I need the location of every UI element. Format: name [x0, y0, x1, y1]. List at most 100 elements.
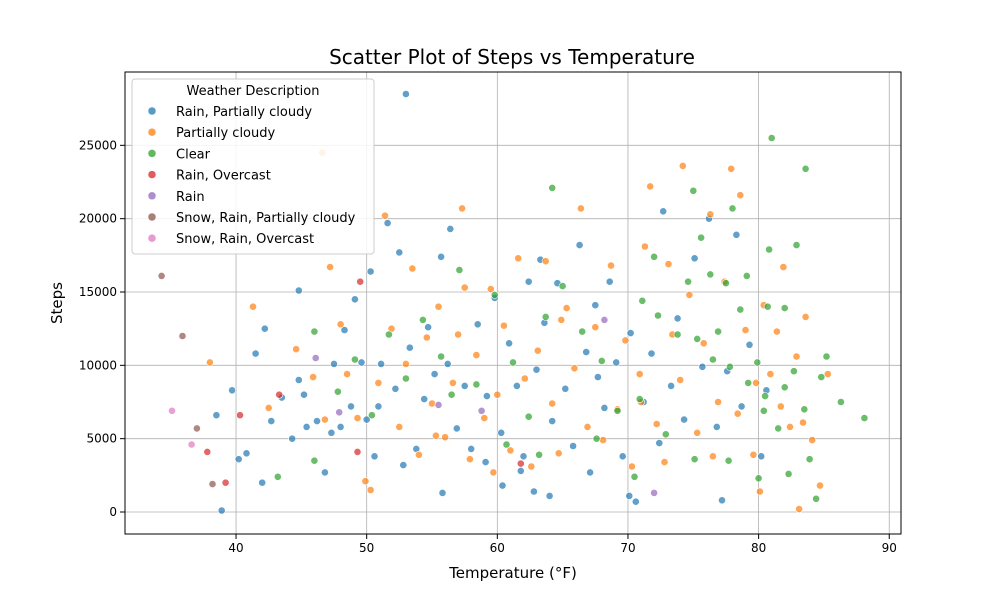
data-point	[465, 455, 474, 464]
data-point	[460, 381, 469, 390]
data-point	[652, 420, 661, 428]
data-point	[330, 359, 338, 368]
data-point	[366, 267, 375, 276]
data-point	[577, 204, 585, 213]
data-point	[689, 186, 698, 195]
data-point	[350, 355, 359, 364]
data-point	[801, 164, 810, 173]
x-tick-label: 60	[490, 541, 505, 555]
data-point	[817, 373, 826, 381]
data-point	[401, 374, 410, 383]
data-point	[446, 224, 455, 233]
data-point	[443, 359, 452, 368]
chart-title: Scatter Plot of Steps vs Temperature	[329, 45, 695, 69]
legend-title: Weather Description	[187, 84, 320, 99]
data-point	[699, 339, 708, 348]
data-point	[562, 304, 571, 312]
y-tick-label: 5000	[86, 432, 117, 446]
data-point	[437, 352, 445, 361]
data-point	[502, 440, 511, 449]
data-point	[516, 466, 525, 475]
data-point	[168, 406, 176, 415]
data-point	[837, 398, 845, 406]
data-point	[454, 330, 462, 339]
data-point	[486, 285, 495, 293]
data-point	[506, 446, 515, 455]
data-point	[309, 373, 317, 381]
data-point	[628, 462, 636, 471]
data-point	[600, 315, 609, 324]
data-point	[524, 412, 533, 421]
data-point	[799, 418, 807, 427]
data-point	[548, 183, 557, 192]
data-point	[600, 403, 609, 412]
data-point	[709, 355, 717, 364]
data-point	[583, 422, 592, 431]
data-point	[646, 182, 655, 191]
data-point	[728, 204, 737, 213]
data-point	[221, 478, 230, 487]
data-point	[822, 352, 831, 361]
data-point	[736, 305, 745, 314]
data-point	[625, 491, 634, 500]
data-point	[519, 452, 528, 461]
data-point	[370, 452, 379, 461]
data-point	[381, 211, 389, 220]
x-axis-label: Temperature (°F)	[448, 564, 577, 582]
data-point	[447, 390, 456, 399]
legend-label: Rain	[176, 190, 205, 205]
data-point	[408, 264, 417, 273]
data-point	[816, 481, 824, 490]
data-point	[732, 230, 741, 239]
data-point	[310, 327, 319, 336]
data-point	[698, 362, 707, 371]
data-point	[428, 399, 436, 408]
data-point	[779, 263, 788, 271]
data-point	[630, 472, 639, 481]
data-point	[680, 415, 688, 424]
data-point	[267, 417, 276, 425]
data-point	[594, 373, 602, 381]
data-point	[300, 390, 308, 399]
data-point	[756, 487, 764, 496]
data-point	[482, 392, 491, 400]
data-point	[561, 384, 570, 393]
legend-marker	[147, 191, 157, 201]
data-point	[753, 358, 762, 367]
legend-label: Clear	[176, 147, 211, 162]
data-point	[260, 324, 269, 333]
data-point	[472, 380, 481, 389]
data-point	[327, 428, 336, 437]
data-point	[641, 242, 649, 251]
data-point	[437, 252, 445, 261]
data-point	[374, 378, 383, 387]
data-point	[635, 370, 644, 378]
data-point	[335, 408, 344, 417]
data-point	[767, 134, 776, 142]
data-point	[659, 207, 668, 216]
data-point	[424, 323, 432, 332]
data-point	[481, 458, 490, 466]
data-point	[578, 327, 587, 336]
legend: Weather Description Rain, Partially clou…	[131, 78, 375, 255]
data-point	[693, 428, 702, 437]
data-point	[524, 277, 533, 286]
data-point	[733, 409, 742, 418]
data-point	[438, 488, 447, 497]
x-tick-label: 90	[882, 541, 897, 555]
data-point	[455, 266, 464, 274]
data-point	[650, 488, 658, 497]
legend-box	[131, 78, 375, 255]
data-point	[377, 359, 385, 368]
data-point	[414, 450, 423, 459]
data-point	[591, 323, 600, 332]
data-point	[353, 414, 362, 422]
data-point	[320, 468, 329, 477]
data-point	[745, 340, 754, 349]
data-point	[498, 481, 507, 490]
data-point	[472, 351, 481, 359]
data-point	[757, 452, 766, 461]
legend-marker	[147, 127, 157, 137]
data-point	[395, 248, 404, 257]
data-point	[493, 390, 502, 399]
